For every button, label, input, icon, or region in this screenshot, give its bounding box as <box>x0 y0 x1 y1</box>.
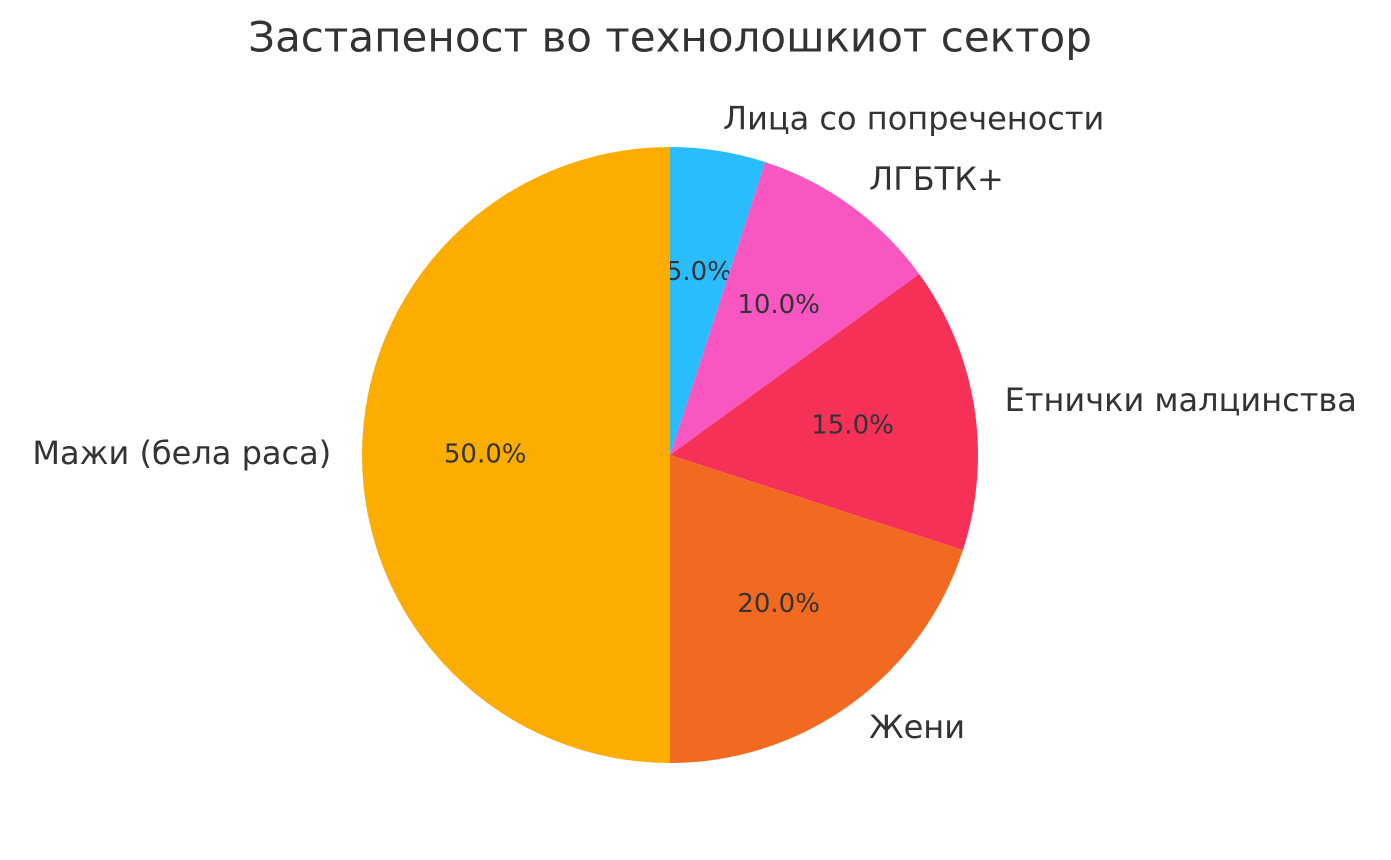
pie-slice <box>670 273 978 551</box>
slice-label: ЛГБТК+ <box>869 160 1004 198</box>
slice-label: Мажи (бела раса) <box>32 434 331 472</box>
value-label: 5.0% <box>666 257 732 287</box>
slice-label: Жени <box>869 708 965 746</box>
chart-title: Застапеност во технолошкиот сектор <box>248 13 1092 62</box>
pie-slice <box>670 455 963 763</box>
value-label: 50.0% <box>444 440 527 470</box>
value-label: 10.0% <box>737 290 820 320</box>
pie-slice <box>362 147 670 763</box>
value-label: 15.0% <box>811 411 894 441</box>
pie-slice <box>670 147 766 455</box>
value-label: 20.0% <box>737 589 820 619</box>
pie-slice <box>670 162 920 456</box>
slice-label: Етнички малцинства <box>1005 381 1357 419</box>
slice-label: Лица со попречености <box>723 99 1104 137</box>
